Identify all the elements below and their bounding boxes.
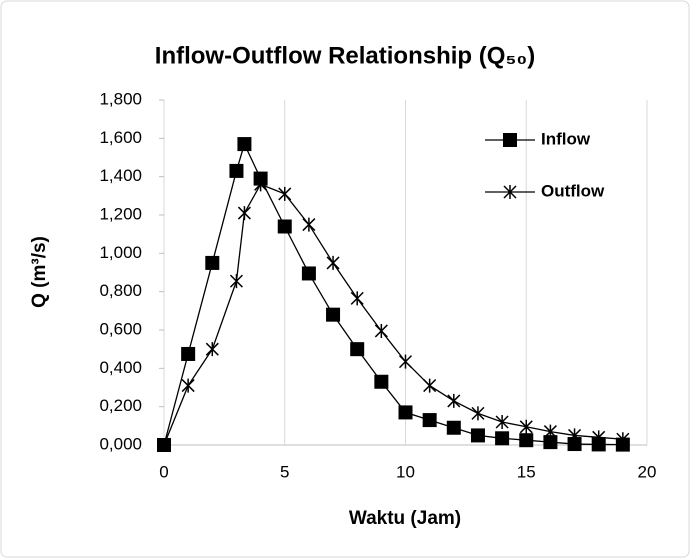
marker — [181, 378, 195, 393]
marker — [398, 405, 413, 420]
y-axis-label: Q (m³/s) — [29, 236, 50, 308]
marker — [519, 419, 533, 434]
marker — [470, 428, 485, 443]
marker — [592, 430, 606, 445]
marker — [326, 255, 340, 270]
chart-title: Inflow-Outflow Relationship (Q₅₀) — [155, 42, 535, 69]
marker — [398, 354, 413, 369]
marker — [616, 432, 630, 447]
marker — [568, 428, 582, 443]
y-tick-label: 1,800 — [99, 89, 142, 108]
x-axis-label: Waktu (Jam) — [349, 508, 461, 529]
y-tick-label: 0,400 — [99, 358, 142, 377]
y-tick-label: 1,400 — [99, 166, 142, 185]
marker — [205, 342, 219, 357]
marker — [301, 266, 316, 281]
x-tick-label: 5 — [280, 462, 289, 481]
marker — [181, 346, 196, 361]
marker — [447, 393, 461, 408]
marker — [237, 137, 252, 152]
marker — [350, 342, 365, 357]
y-tick-label: 0,000 — [99, 434, 142, 453]
marker — [302, 217, 316, 232]
marker — [495, 431, 510, 446]
legend-marker — [503, 133, 517, 147]
y-tick-label: 1,200 — [99, 204, 142, 223]
marker — [446, 420, 461, 435]
marker — [157, 438, 171, 452]
marker — [278, 186, 292, 201]
marker — [205, 255, 220, 270]
marker — [543, 435, 558, 450]
legend-label: Inflow — [541, 129, 591, 148]
y-tick-label: 0,800 — [99, 281, 142, 300]
legend-marker — [503, 185, 517, 199]
marker — [374, 374, 389, 389]
x-tick-label: 10 — [396, 462, 415, 481]
x-tick-label: 15 — [517, 462, 536, 481]
y-tick-label: 0,200 — [99, 396, 142, 415]
marker — [567, 437, 582, 452]
y-tick-label: 1,000 — [99, 243, 142, 262]
x-tick-label: 20 — [638, 462, 657, 481]
legend-label: Outflow — [541, 181, 605, 200]
marker — [422, 413, 437, 428]
marker — [229, 163, 244, 178]
marker — [495, 415, 509, 429]
marker — [326, 307, 341, 322]
marker — [237, 206, 251, 221]
marker — [350, 291, 364, 306]
marker — [471, 406, 485, 421]
marker — [519, 433, 534, 448]
marker — [423, 378, 437, 393]
marker — [374, 323, 388, 338]
y-tick-label: 1,600 — [99, 128, 142, 147]
y-tick-label: 0,600 — [99, 319, 142, 338]
marker — [229, 274, 243, 289]
marker — [277, 219, 292, 234]
marker — [543, 424, 557, 439]
marker — [254, 177, 268, 192]
x-tick-label: 0 — [159, 462, 168, 481]
